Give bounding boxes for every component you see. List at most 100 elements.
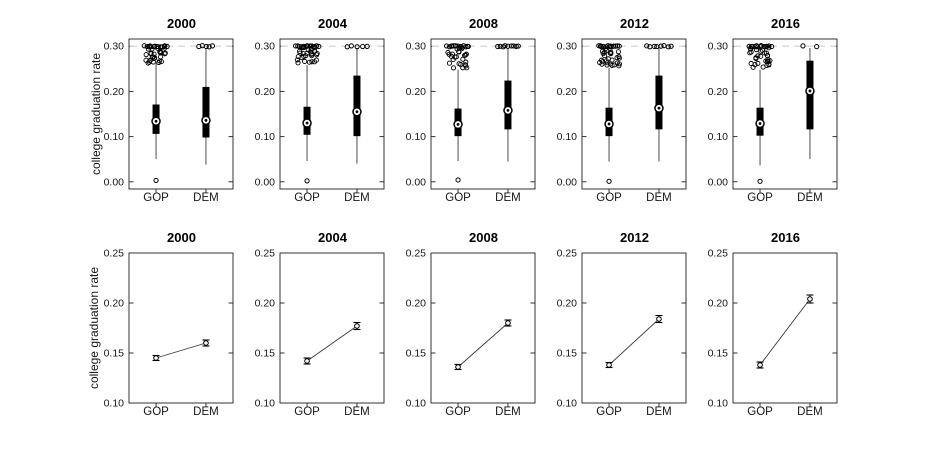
outlier-cloud-point (309, 59, 315, 65)
top-outlier-point (665, 44, 671, 50)
trend-line (457, 322, 509, 368)
mean-marker (153, 355, 159, 361)
x-tick-label: GOP (747, 406, 773, 418)
x-tick-label: GOP (143, 406, 169, 418)
median-dot (204, 118, 208, 122)
box-iqr (353, 75, 361, 137)
top-outlier-point (209, 43, 215, 49)
mean-marker (505, 320, 511, 326)
top-outlier-point (354, 44, 360, 50)
top-outlier-point (497, 43, 503, 49)
top-outlier-point (313, 43, 320, 49)
y-tick-label: 0.30 (406, 41, 427, 53)
mean-marker (354, 323, 360, 329)
y-tick-label: 0.20 (406, 298, 427, 310)
top-outlier-point (668, 43, 674, 49)
y-tick-label: 0.00 (406, 176, 427, 188)
boxplot-panel-2012: 2012 0.00 0.10 0.20 0.30 GOP DEM (536, 14, 687, 204)
y-tick-label: 0.20 (255, 298, 276, 310)
boxplot-chart: 0.00 0.10 0.20 0.30 GOP DEM (406, 38, 536, 204)
x-tick-label: GOP (143, 192, 169, 204)
boxplot-panel-2004: 2004 0.00 0.10 0.20 0.30 GOP DEM (234, 14, 385, 204)
plot-area (430, 252, 536, 404)
x-tick-label: GOP (596, 406, 622, 418)
x-tick-label: GOP (445, 406, 471, 418)
means-panel-2008: 2008 0.10 0.15 0.20 0.25 GOP DEM (385, 228, 536, 418)
top-outlier-point (196, 43, 202, 50)
mean-marker (455, 364, 461, 370)
outlier-cloud-point (615, 49, 622, 55)
outlier-cloud-point (162, 50, 168, 56)
top-outlier-point (364, 43, 370, 49)
top-outlier-point (766, 43, 772, 49)
median-dot (758, 122, 762, 125)
outlier-cloud-point (760, 64, 766, 70)
x-tick-label: GOP (596, 192, 622, 204)
panel-title: 2008 (469, 16, 498, 31)
means-panel-2012: 2012 0.10 0.15 0.20 0.25 GOP DEM (536, 228, 687, 418)
top-outlier-point (513, 43, 519, 49)
top-outlier-point (203, 43, 209, 50)
top-outlier-point (508, 43, 514, 49)
y-tick-label: 0.10 (406, 131, 427, 143)
panel-title: 2012 (620, 230, 649, 245)
top-outlier-point (206, 44, 212, 50)
x-tick-label: DEM (193, 406, 219, 418)
y-tick-label: 0.25 (104, 248, 125, 260)
panel-title: 2016 (771, 16, 800, 31)
top-outlier-point (814, 43, 820, 50)
y-tick-label: 0.00 (557, 176, 578, 188)
trend-line (306, 325, 358, 362)
top-outlier-point (769, 43, 775, 50)
boxplot-panel-2016: 2016 0.00 0.10 0.20 0.30 GOP DEM (687, 14, 838, 204)
outlier-cloud-point (295, 60, 301, 66)
top-outlier-point (616, 43, 622, 49)
x-tick-label: DEM (344, 406, 370, 418)
outlier-cloud-point (609, 62, 615, 68)
x-tick-label: GOP (294, 192, 320, 204)
outlier-cloud-point (311, 59, 318, 65)
y-tick-label: 0.15 (557, 348, 578, 360)
outlier-cloud-point (308, 51, 314, 57)
boxplot-row: 2000 0.00 0.10 0.20 0.30 GOP DEM 2004 0.00 0.10 0.… (83, 14, 838, 204)
panel-title: 2004 (318, 16, 347, 31)
y-tick-label: 0.15 (255, 348, 276, 360)
top-outlier-point (746, 43, 752, 49)
outlier-cloud-point (301, 53, 307, 60)
outlier-cloud-point (158, 54, 164, 60)
y-tick-label: 0.20 (708, 298, 729, 310)
box-iqr (504, 80, 512, 130)
top-outlier-point (146, 44, 152, 50)
plot-area (581, 38, 687, 190)
y-tick-label: 0.30 (557, 41, 578, 53)
outlier-cloud-point (609, 57, 615, 63)
top-outlier-point (598, 44, 604, 50)
top-outlier-point (141, 43, 147, 49)
outlier-cloud-point (297, 48, 303, 55)
top-outlier-point (651, 43, 657, 49)
top-outlier-point (614, 43, 621, 49)
y-tick-label: 0.20 (557, 86, 578, 98)
outlier-cloud-point (753, 55, 759, 61)
y-tick-label: 0.10 (255, 131, 276, 143)
outlier-cloud-point (449, 51, 455, 57)
y-tick-label: 0.10 (708, 398, 729, 410)
outlier-cloud-point (156, 59, 162, 66)
top-outlier-point (644, 43, 650, 49)
outlier-cloud-point (143, 52, 149, 58)
y-tick-label: 0.10 (255, 398, 276, 410)
boxplot-chart: 0.00 0.10 0.20 0.30 GOP DEM (708, 38, 838, 204)
outlier-cloud-point (302, 58, 308, 64)
top-outlier-point (310, 44, 316, 50)
outlier-cloud-point (452, 54, 458, 60)
y-tick-label: 0.20 (104, 86, 125, 98)
x-tick-label: DEM (193, 192, 219, 204)
outlier-cloud-point (307, 49, 314, 55)
box-iqr (202, 86, 210, 138)
outlier-cloud-point (151, 55, 157, 61)
y-tick-label: 0.10 (557, 131, 578, 143)
means-chart: 0.10 0.15 0.20 0.25 GOP DEM (708, 248, 838, 418)
boxplot-chart: 0.00 0.10 0.20 0.30 GOP DEM (255, 38, 385, 204)
trend-line (608, 318, 660, 366)
